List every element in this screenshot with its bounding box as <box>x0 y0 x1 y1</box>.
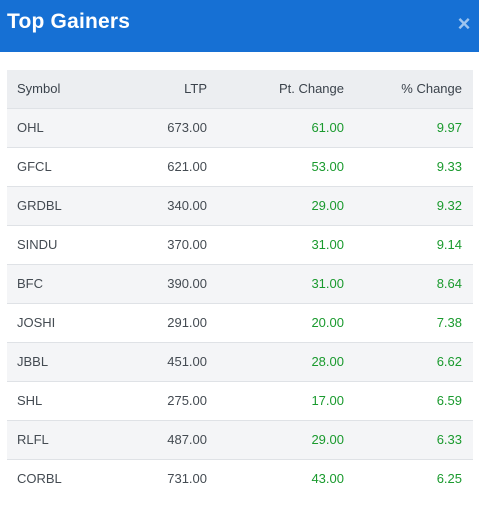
table-row[interactable]: SHL 275.00 17.00 6.59 <box>7 381 473 420</box>
pct-change-cell: 6.59 <box>436 393 462 408</box>
column-header-ltp[interactable]: LTP <box>184 81 207 97</box>
symbol-cell: BFC <box>17 276 43 291</box>
gainers-table: Symbol LTP Pt. Change % Change OHL 673.0… <box>7 70 473 498</box>
pct-change-cell: 7.38 <box>436 315 462 330</box>
ltp-cell: 451.00 <box>167 354 207 369</box>
pct-change-cell: 9.14 <box>436 237 462 252</box>
pt-change-cell: 28.00 <box>311 354 344 369</box>
symbol-cell: RLFL <box>17 432 49 447</box>
symbol-cell: GRDBL <box>17 198 62 213</box>
symbol-cell: OHL <box>17 120 44 135</box>
table-row[interactable]: SINDU 370.00 31.00 9.14 <box>7 225 473 264</box>
table-row[interactable]: RLFL 487.00 29.00 6.33 <box>7 420 473 459</box>
ltp-cell: 275.00 <box>167 393 207 408</box>
pct-change-cell: 8.64 <box>436 276 462 291</box>
ltp-cell: 731.00 <box>167 471 207 487</box>
pt-change-cell: 29.00 <box>311 432 344 447</box>
pt-change-cell: 17.00 <box>311 393 344 408</box>
pt-change-cell: 31.00 <box>311 237 344 252</box>
pt-change-cell: 29.00 <box>311 198 344 213</box>
table-row[interactable]: JOSHI 291.00 20.00 7.38 <box>7 303 473 342</box>
pct-change-cell: 9.33 <box>436 159 462 174</box>
ltp-cell: 621.00 <box>167 159 207 174</box>
pt-change-cell: 20.00 <box>311 315 344 330</box>
column-header-symbol[interactable]: Symbol <box>17 81 61 97</box>
ltp-cell: 291.00 <box>167 315 207 330</box>
symbol-cell: SINDU <box>17 237 58 252</box>
table-row[interactable]: GRDBL 340.00 29.00 9.32 <box>7 186 473 225</box>
column-header-pct-change[interactable]: % Change <box>401 81 462 97</box>
symbol-cell: JBBL <box>17 354 49 369</box>
dialog-title: Top Gainers <box>7 10 131 33</box>
pct-change-cell: 6.25 <box>436 471 462 487</box>
gainers-table-container: Symbol LTP Pt. Change % Change OHL 673.0… <box>7 70 473 498</box>
ltp-cell: 370.00 <box>167 237 207 252</box>
pt-change-cell: 53.00 <box>311 159 344 174</box>
dialog-header: Top Gainers × <box>0 0 479 52</box>
table-row[interactable]: CORBL 731.00 43.00 6.25 <box>7 459 473 498</box>
table-header-row: Symbol LTP Pt. Change % Change <box>7 70 473 108</box>
pct-change-cell: 6.33 <box>436 432 462 447</box>
ltp-cell: 390.00 <box>167 276 207 291</box>
table-row[interactable]: JBBL 451.00 28.00 6.62 <box>7 342 473 381</box>
symbol-cell: CORBL <box>17 471 62 487</box>
symbol-cell: GFCL <box>17 159 52 174</box>
table-body: OHL 673.00 61.00 9.97 GFCL 621.00 53.00 … <box>7 108 473 498</box>
ltp-cell: 487.00 <box>167 432 207 447</box>
table-row[interactable]: BFC 390.00 31.00 8.64 <box>7 264 473 303</box>
table-row[interactable]: GFCL 621.00 53.00 9.33 <box>7 147 473 186</box>
ltp-cell: 673.00 <box>167 120 207 135</box>
pct-change-cell: 9.97 <box>436 120 462 135</box>
table-row[interactable]: OHL 673.00 61.00 9.97 <box>7 108 473 147</box>
ltp-cell: 340.00 <box>167 198 207 213</box>
pt-change-cell: 43.00 <box>311 471 344 487</box>
pct-change-cell: 6.62 <box>436 354 462 369</box>
pct-change-cell: 9.32 <box>436 198 462 213</box>
column-header-pt-change[interactable]: Pt. Change <box>278 81 344 97</box>
symbol-cell: JOSHI <box>17 315 56 330</box>
pt-change-cell: 61.00 <box>311 120 344 135</box>
symbol-cell: SHL <box>17 393 43 408</box>
close-icon[interactable]: × <box>457 11 471 36</box>
pt-change-cell: 31.00 <box>311 276 344 291</box>
